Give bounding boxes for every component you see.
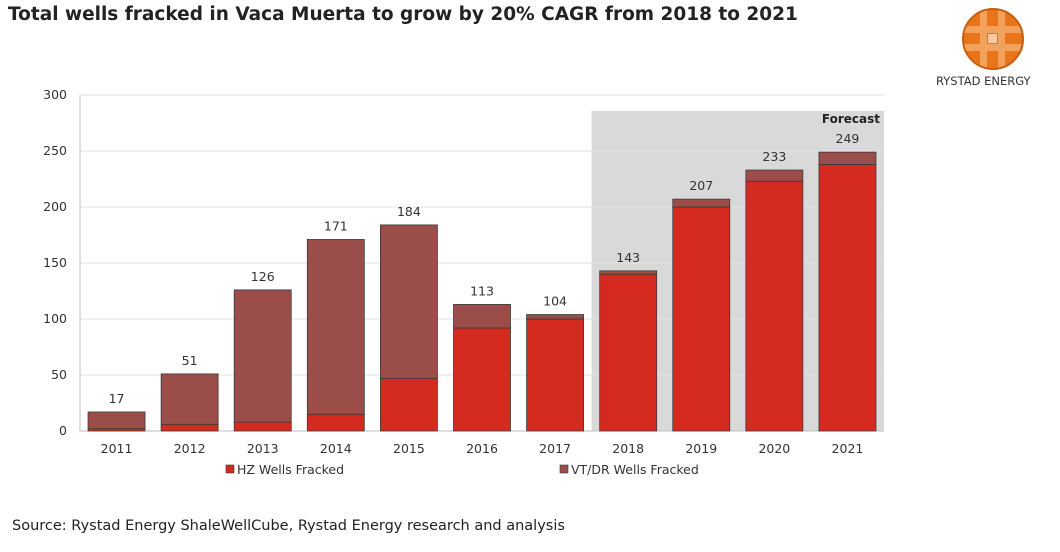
x-tick-label: 2013 [247,441,279,456]
bar-segment-hz [745,180,804,432]
bar-segment-vtdr [380,224,438,379]
bar-segment-vtdr [233,289,292,423]
y-tick-label: 300 [43,87,67,102]
bar-segment-vtdr [453,304,511,329]
x-tick-label: 2017 [539,441,571,456]
x-tick-label: 2016 [466,441,498,456]
bar-segment-vtdr [818,151,877,165]
globe-logo-icon [962,8,1024,70]
bar-total-label: 17 [109,391,125,406]
chart-title: Total wells fracked in Vaca Muerta to gr… [8,4,798,25]
bar-segment-hz [306,413,365,432]
legend-label: VT/DR Wells Fracked [571,462,699,477]
bar-segment-hz [818,164,877,432]
legend-swatch [559,464,569,474]
bar-total-label: 113 [470,283,494,298]
bar-segment-hz [233,421,292,432]
source-note: Source: Rystad Energy ShaleWellCube, Rys… [12,518,565,534]
bar-total-label: 184 [397,204,421,219]
bar-chart: Forecast 0 50 100 150 200 250 300 17 2011 51 2012 12… [43,87,884,477]
x-tick-label: 2018 [612,441,644,456]
x-tick-label: 2015 [393,441,425,456]
forecast-label: Forecast [822,112,880,126]
y-tick-label: 100 [43,311,67,326]
bar-segment-vtdr [672,198,731,208]
legend-label: HZ Wells Fracked [237,462,344,477]
bar-total-label: 171 [324,218,348,233]
bar-total-label: 104 [543,294,567,309]
bar-segment-vtdr [745,169,804,182]
x-tick-label: 2020 [758,441,790,456]
bar-segment-vtdr [160,373,219,425]
logo-wordmark: RYSTAD ENERGY [936,74,1031,88]
bar-total-label: 207 [689,178,713,193]
bar-segment-hz [526,318,584,432]
x-tick-label: 2019 [685,441,717,456]
bar-segment-hz [599,273,658,432]
y-tick-label: 0 [59,423,67,438]
bar-segment-hz [160,423,219,432]
x-tick-label: 2021 [832,441,864,456]
y-tick-label: 200 [43,199,67,214]
x-tick-label: 2012 [174,441,206,456]
y-tick-label: 250 [43,143,67,158]
bar-segment-vtdr [87,411,146,430]
bar-total-label: 143 [616,250,640,265]
y-tick-label: 150 [43,255,67,270]
bar-total-label: 126 [251,269,275,284]
bar-segment-hz [380,377,438,432]
x-tick-label: 2011 [101,441,133,456]
bar-segment-vtdr [599,270,658,275]
x-tick-label: 2014 [320,441,352,456]
bar-segment-vtdr [526,314,584,320]
y-tick-label: 50 [51,367,67,382]
bar-total-label: 249 [836,131,860,146]
bar-segment-hz [672,206,731,432]
legend-swatch [225,464,235,474]
bar-segment-hz [453,327,511,432]
bar-total-label: 233 [762,149,786,164]
bar-segment-vtdr [306,239,365,415]
bar-total-label: 51 [182,353,198,368]
